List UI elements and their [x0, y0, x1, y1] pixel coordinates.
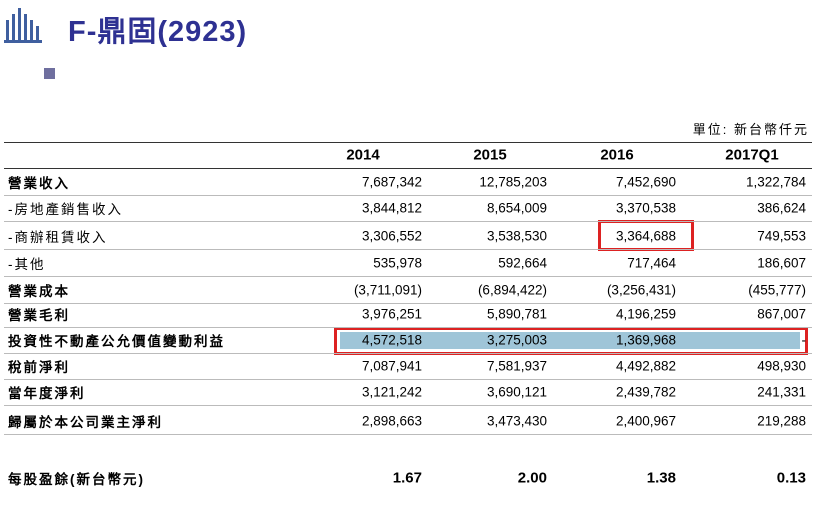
value-cell: 1,369,968: [615, 332, 676, 348]
rule: [4, 353, 812, 354]
value-cell: 219,288: [757, 413, 806, 429]
column-header: 2014: [346, 146, 380, 164]
bullet: [44, 68, 55, 79]
value-cell: 535,978: [373, 255, 422, 271]
value-cell: 498,930: [757, 358, 806, 374]
row-label: 當年度淨利: [8, 386, 86, 401]
row-label: -房地產銷售收入: [8, 202, 123, 217]
value-cell: (6,894,422): [477, 282, 547, 298]
value-cell: 3,121,242: [361, 384, 422, 400]
value-cell: 3,473,430: [486, 413, 547, 429]
row-label: -其他: [8, 257, 46, 272]
rule: [4, 221, 812, 222]
row-label: 稅前淨利: [8, 360, 70, 375]
value-cell: 1,322,784: [745, 174, 806, 190]
value-cell: 7,087,941: [361, 358, 422, 374]
value-cell: -: [801, 332, 807, 348]
value-cell: 386,624: [757, 200, 806, 216]
value-cell: 186,607: [757, 255, 806, 271]
value-cell: 241,331: [757, 384, 806, 400]
value-cell: 3,370,538: [615, 200, 676, 216]
value-cell: 3,976,251: [361, 306, 422, 322]
value-cell: 3,306,552: [361, 228, 422, 244]
value-cell: 2,439,782: [615, 384, 676, 400]
column-header: 2016: [600, 146, 634, 164]
value-cell: 3,275,003: [486, 332, 547, 348]
value-cell: 7,687,342: [361, 174, 422, 190]
row-label: 歸屬於本公司業主淨利: [8, 415, 163, 430]
row-highlight: [340, 332, 800, 349]
row-label: -商辦租賃收入: [8, 230, 108, 245]
unit-label: 單位: 新台幣仟元: [692, 122, 809, 137]
value-cell: 12,785,203: [479, 174, 547, 190]
row-label: 每股盈餘(新台幣元): [8, 472, 145, 487]
value-cell: (455,777): [748, 282, 806, 298]
value-cell: 1.67: [392, 469, 422, 487]
value-cell: 1.38: [646, 469, 676, 487]
rule: [4, 168, 812, 169]
value-cell: (3,256,431): [606, 282, 676, 298]
value-cell: (3,711,091): [353, 282, 422, 298]
column-header: 2017Q1: [725, 146, 779, 164]
value-cell: 3,364,688: [615, 228, 676, 244]
value-cell: 4,572,518: [361, 332, 422, 348]
row-label: 投資性不動產公允價值變動利益: [8, 334, 225, 349]
value-cell: 749,553: [757, 228, 806, 244]
rule: [4, 405, 812, 406]
rule: [4, 303, 812, 304]
rule: [4, 276, 812, 277]
value-cell: 2,400,967: [615, 413, 676, 429]
rule: [4, 379, 812, 380]
value-cell: 592,664: [498, 255, 547, 271]
value-cell: 3,690,121: [486, 384, 547, 400]
value-cell: 867,007: [757, 306, 806, 322]
value-cell: 717,464: [627, 255, 676, 271]
rule: [4, 195, 812, 196]
value-cell: 3,844,812: [361, 200, 422, 216]
value-cell: 7,581,937: [486, 358, 547, 374]
value-cell: 7,452,690: [615, 174, 676, 190]
rule: [4, 142, 812, 143]
value-cell: 2.00: [517, 469, 547, 487]
row-label: 營業成本: [8, 284, 70, 299]
rule: [4, 434, 812, 435]
value-cell: 0.13: [776, 469, 806, 487]
value-cell: 3,538,530: [486, 228, 547, 244]
value-cell: 5,890,781: [486, 306, 547, 322]
title: F-鼎固(2923): [68, 16, 248, 48]
column-header: 2015: [473, 146, 507, 164]
row-label: 營業毛利: [8, 308, 70, 323]
value-cell: 2,898,663: [361, 413, 422, 429]
value-cell: 8,654,009: [486, 200, 547, 216]
logo: [4, 8, 42, 43]
value-cell: 4,196,259: [615, 306, 676, 322]
value-cell: 4,492,882: [615, 358, 676, 374]
row-label: 營業收入: [8, 176, 70, 191]
rule: [4, 327, 812, 328]
rule: [4, 249, 812, 250]
